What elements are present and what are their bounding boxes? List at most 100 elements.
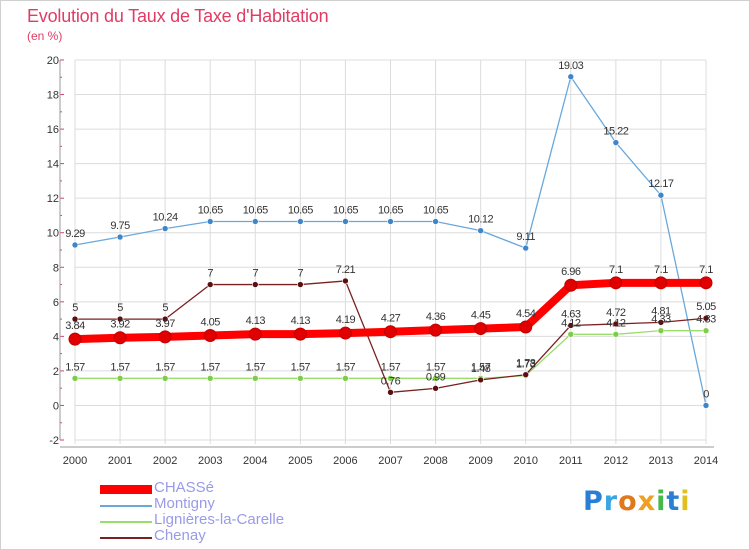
data-label: 4.33: [696, 314, 716, 326]
data-point: [71, 375, 79, 382]
data-label: 7.1: [654, 264, 668, 276]
data-label: 10.65: [243, 205, 268, 217]
data-point: [567, 330, 575, 338]
logo-letter: i: [680, 486, 691, 517]
data-point: [387, 218, 394, 225]
data-label: 10.65: [378, 205, 403, 217]
x-tick-label: 2008: [423, 455, 447, 467]
data-point: [612, 320, 620, 328]
data-label: 4.13: [246, 315, 266, 327]
data-point: [206, 375, 214, 382]
data-label: 7: [252, 268, 258, 280]
data-label: 1.73: [516, 359, 536, 371]
y-tick-label: 14: [47, 159, 59, 171]
axes: -2 0 2 4 6 8 10 12 14 16 18 20 2000 2001 2002 2003 2004 2…: [47, 55, 718, 467]
data-point: [567, 73, 575, 81]
data-label: 1.57: [291, 361, 311, 373]
data-point: [654, 276, 668, 290]
data-label: 10.24: [153, 212, 178, 224]
data-label: 1.57: [155, 361, 175, 373]
chart-subtitle: (en %): [27, 29, 63, 43]
data-label: 12.17: [648, 178, 673, 190]
data-label: 4.05: [201, 317, 221, 329]
logo-letter: i: [656, 486, 667, 517]
x-tick-label: 2011: [559, 455, 583, 467]
data-point: [297, 281, 304, 288]
data-point: [387, 375, 394, 382]
data-label: 4.72: [606, 307, 626, 319]
legend-label: CHASSé: [154, 479, 215, 496]
data-point: [248, 327, 262, 341]
data-point: [387, 389, 394, 396]
y-tick-label: 8: [53, 262, 59, 274]
data-point: [342, 375, 349, 382]
data-point: [657, 191, 665, 199]
data-label: 4.63: [561, 308, 581, 320]
data-label: 4.12: [606, 317, 626, 329]
legend-label: Montigny: [154, 495, 215, 512]
data-point: [702, 402, 710, 409]
chart-title: Evolution du Taux de Taxe d'Habitation: [27, 6, 329, 26]
data-point: [432, 385, 439, 392]
x-tick-label: 2013: [649, 455, 673, 467]
data-label: 1.57: [65, 361, 85, 373]
data-label: 4.33: [651, 314, 671, 326]
data-label: 9.11: [516, 231, 535, 243]
data-label: 0: [703, 388, 709, 400]
data-label: 4.36: [426, 311, 446, 323]
legend-item: Montigny: [100, 495, 360, 514]
data-label: 0.99: [426, 371, 446, 383]
x-tick-label: 2007: [378, 455, 402, 467]
data-label: 9.75: [110, 220, 130, 232]
data-label: 10.65: [423, 205, 448, 217]
data-label: 4.81: [651, 305, 671, 317]
data-point: [477, 376, 484, 384]
x-tick-label: 2014: [694, 455, 718, 467]
data-label: 1.57: [336, 361, 356, 373]
logo-letter: r: [603, 486, 619, 517]
data-point: [657, 319, 665, 326]
logo-letter: x: [637, 486, 657, 517]
data-label: 7: [207, 268, 213, 280]
x-tick-label: 2001: [108, 455, 132, 467]
data-label: 3.84: [65, 320, 85, 332]
data-label: 7.1: [609, 264, 623, 276]
data-point: [297, 218, 304, 225]
data-point: [519, 320, 533, 334]
data-point: [432, 218, 439, 225]
data-point: [71, 315, 79, 323]
legend-swatch: [100, 505, 152, 507]
x-tick-label: 2009: [468, 455, 492, 467]
y-tick-label: 0: [53, 400, 59, 412]
data-label: 4.45: [471, 310, 491, 322]
data-point: [609, 276, 623, 290]
data-label: 4.54: [516, 308, 536, 320]
data-label: 4.27: [381, 313, 401, 325]
logo-letter: P: [583, 486, 604, 517]
data-point: [206, 281, 214, 288]
legend-item: Lignières-la-Carelle: [100, 511, 360, 530]
data-label: 1.57: [381, 361, 401, 373]
x-tick-label: 2005: [288, 455, 312, 467]
data-point: [477, 227, 484, 234]
data-point: [293, 327, 307, 341]
data-label: 0.76: [381, 375, 401, 387]
data-label: 10.12: [468, 214, 493, 226]
data-label: 7.21: [336, 264, 356, 276]
x-tick-label: 2003: [198, 455, 222, 467]
data-point: [158, 330, 172, 344]
data-point: [161, 225, 169, 232]
data-point: [612, 330, 620, 338]
y-tick-label: -2: [49, 435, 59, 447]
data-label: 4.12: [561, 317, 581, 329]
data-label: 5: [72, 302, 78, 314]
legend-label: Chenay: [154, 527, 206, 544]
data-label: 1.57: [471, 361, 491, 373]
x-tick-label: 2000: [63, 455, 87, 467]
data-label: 7.1: [699, 264, 713, 276]
data-point: [699, 276, 713, 290]
y-tick-label: 20: [47, 55, 59, 67]
data-label: 1.78: [516, 358, 536, 370]
data-point: [342, 218, 349, 225]
